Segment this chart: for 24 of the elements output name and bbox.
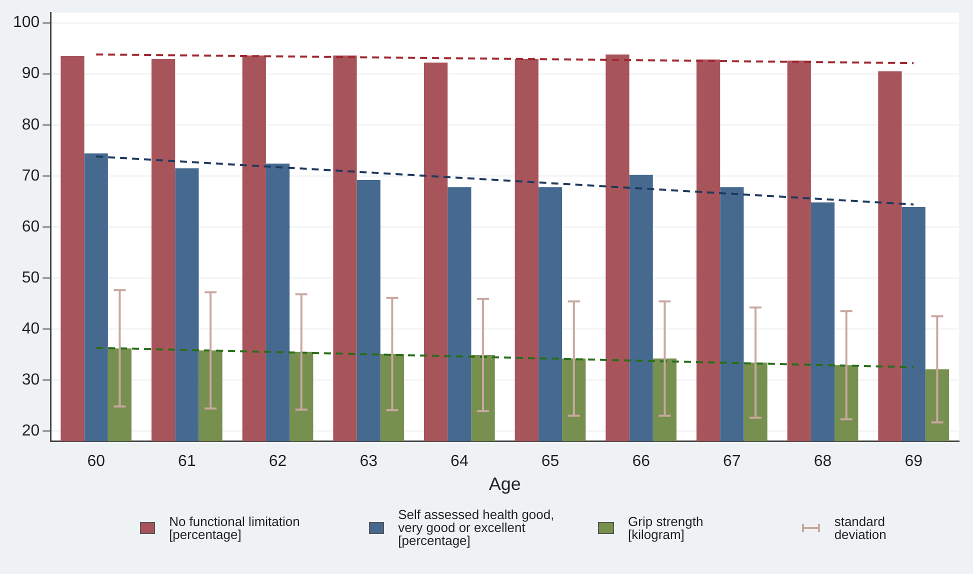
x-tick-label: 68 (814, 453, 832, 470)
y-tick-label: 100 (12, 14, 40, 32)
x-tick-label: 69 (904, 453, 923, 470)
x-tick-label: 67 (723, 453, 741, 470)
x-tick-label: 63 (360, 453, 378, 470)
y-tick-label: 90 (22, 65, 40, 82)
text: standard deviation (834, 514, 888, 542)
y-tick-label: 80 (22, 116, 40, 134)
y-tick-label: 60 (22, 218, 40, 236)
x-tick-label: 61 (178, 453, 196, 470)
x-axis-title: Age (488, 474, 521, 494)
y-tick-label: 20 (22, 422, 40, 440)
x-tick-label: 64 (450, 453, 468, 470)
y-tick-label: 50 (22, 269, 40, 286)
legend-label: Grip strength [kilogram] (628, 514, 704, 542)
y-tick-label: 40 (22, 320, 40, 338)
x-tick-label: 62 (268, 453, 287, 470)
y-tick-label: 30 (22, 371, 40, 388)
legend-label: Self assessed health good, very good or excellent [percentage] (398, 507, 556, 548)
y-tick-label: 70 (22, 167, 40, 184)
legend-label: No functional limitation [percentage] (169, 514, 301, 542)
x-tick-label: 65 (541, 453, 560, 470)
x-tick-label: 66 (632, 453, 650, 470)
x-tick-label: 60 (87, 453, 106, 470)
